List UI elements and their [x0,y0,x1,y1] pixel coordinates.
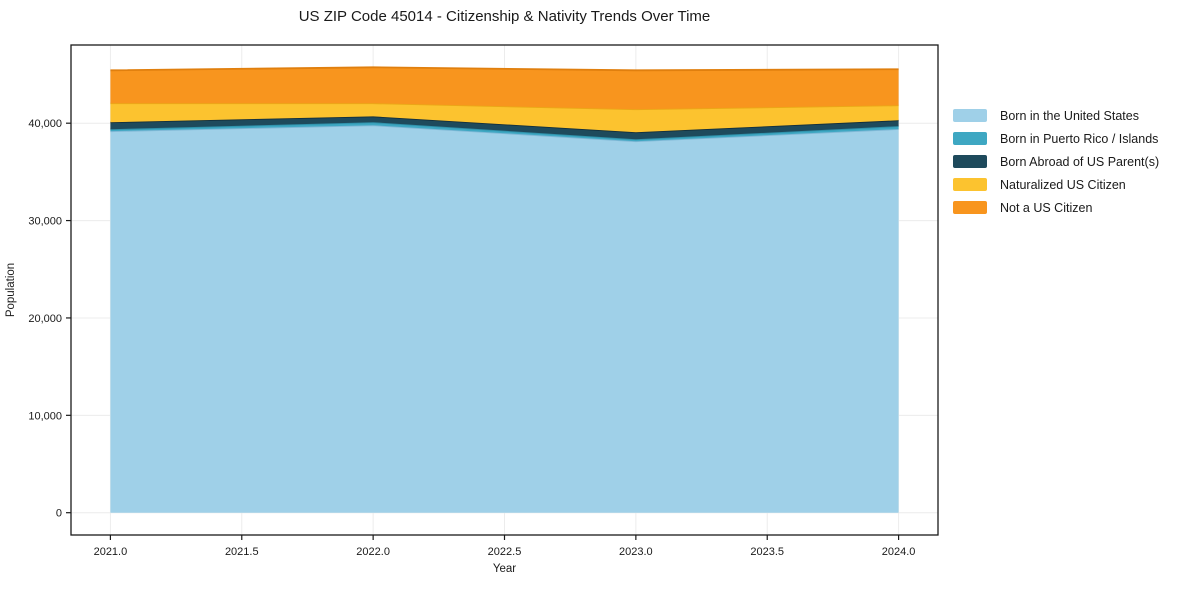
area-series-2 [110,116,899,140]
area-series-3 [110,103,899,133]
y-tick-label: 10,000 [28,410,62,422]
x-tick-label: 2021.5 [225,546,259,558]
y-tick-label: 20,000 [28,313,62,325]
legend-item-born-in-us: Born in the United States [953,104,1159,127]
x-tick-label: 2021.0 [94,546,128,558]
legend-label: Born in the United States [1000,108,1139,123]
area-series-0 [110,125,899,513]
y-tick-label: 30,000 [28,216,62,228]
y-tick-label: 40,000 [28,118,62,130]
legend-swatch-born-abroad [953,155,987,168]
legend-item-born-puerto-rico: Born in Puerto Rico / Islands [953,127,1159,150]
y-axis-label: Population [5,263,17,317]
x-tick-label: 2023.0 [619,546,653,558]
chart-title: US ZIP Code 45014 - Citizenship & Nativi… [298,8,711,25]
area-edge-series-4 [110,66,899,72]
legend-swatch-naturalized [953,178,987,191]
y-tick-label: 0 [56,508,62,520]
x-tick-label: 2023.5 [750,546,784,558]
x-axis-label: Year [493,563,516,575]
legend-label: Not a US Citizen [1000,200,1093,215]
legend-swatch-not-citizen [953,201,987,214]
area-edge-series-0 [110,124,899,143]
legend-label: Naturalized US Citizen [1000,177,1126,192]
legend-swatch-born-puerto-rico [953,132,987,145]
legend-item-born-abroad: Born Abroad of US Parent(s) [953,150,1159,173]
legend-item-not-citizen: Not a US Citizen [953,196,1159,219]
legend-label: Born Abroad of US Parent(s) [1000,154,1160,169]
legend-item-naturalized: Naturalized US Citizen [953,173,1159,196]
chart-legend: Born in the United States Born in Puerto… [953,104,1159,219]
x-tick-label: 2024.0 [882,546,916,558]
legend-label: Born in Puerto Rico / Islands [1000,131,1159,146]
area-series-4 [110,67,899,110]
x-tick-label: 2022.5 [488,546,522,558]
x-tick-label: 2022.0 [356,546,390,558]
legend-swatch-born-in-us [953,109,987,122]
